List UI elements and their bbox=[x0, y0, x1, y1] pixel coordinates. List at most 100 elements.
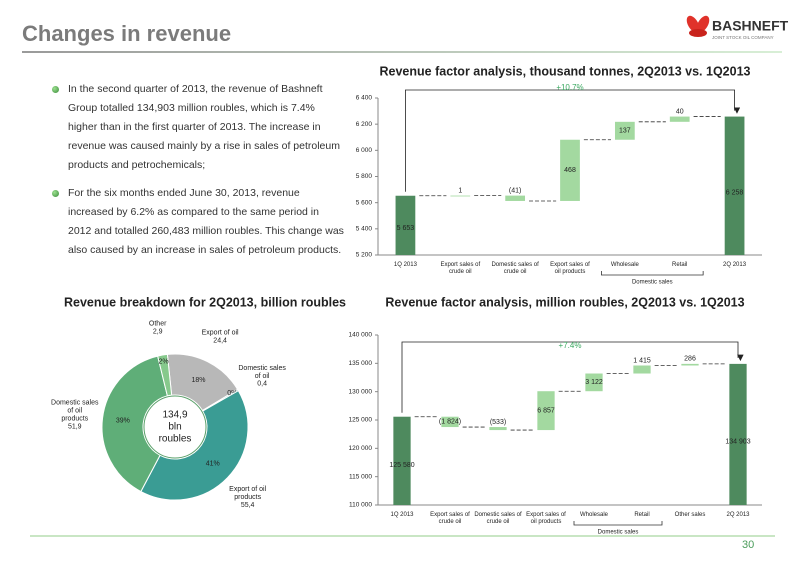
y-tick-label: 6 000 bbox=[356, 147, 373, 154]
group-label: Domestic sales bbox=[632, 280, 673, 286]
percent-label: 2% bbox=[159, 358, 169, 365]
value-label: 3 122 bbox=[585, 379, 603, 386]
total-bar bbox=[724, 116, 745, 255]
group-bracket bbox=[601, 271, 704, 276]
donut-slice bbox=[101, 355, 169, 493]
bullet-text: In the second quarter of 2013, the reven… bbox=[68, 83, 340, 171]
x-tick-label: Wholesale bbox=[611, 262, 640, 268]
percent-label: 39% bbox=[116, 417, 130, 424]
y-tick-label: 120 000 bbox=[349, 445, 373, 452]
page-number: 30 bbox=[742, 539, 754, 551]
value-label: 5 653 bbox=[397, 225, 415, 232]
y-tick-label: 5 200 bbox=[356, 252, 373, 259]
x-tick-label: 2Q 2013 bbox=[726, 512, 750, 518]
donut-slice bbox=[140, 389, 249, 501]
y-tick-label: 115 000 bbox=[349, 473, 372, 480]
slice-value: 24,4 bbox=[213, 337, 227, 344]
group-bracket bbox=[573, 521, 663, 526]
bullet-dot bbox=[52, 86, 59, 93]
delta-bar bbox=[681, 363, 699, 366]
logo-icon bbox=[686, 15, 710, 37]
growth-annotation: +7.4% bbox=[559, 341, 582, 350]
slice-value: 2,9 bbox=[153, 328, 163, 335]
value-label: 6 857 bbox=[537, 407, 555, 414]
delta-bar bbox=[489, 427, 507, 431]
top-rule bbox=[22, 51, 782, 53]
logo-subtext: JOINT STOCK OIL COMPANY bbox=[712, 35, 774, 40]
y-tick-label: 5 800 bbox=[356, 173, 373, 180]
y-tick-label: 6 400 bbox=[356, 95, 373, 102]
group-label: Domestic sales bbox=[598, 530, 639, 536]
delta-bar bbox=[633, 365, 651, 374]
center-label: 134,9 bbox=[162, 410, 187, 421]
delta-bar bbox=[441, 416, 459, 428]
value-label: 125 580 bbox=[389, 462, 414, 469]
x-tick-label: Domestic sales of crude oil bbox=[474, 512, 522, 525]
value-label: 134 903 bbox=[725, 438, 750, 445]
total-bar bbox=[393, 416, 411, 505]
x-tick-label: 1Q 2013 bbox=[394, 262, 418, 268]
slice-label: Other bbox=[149, 320, 167, 327]
x-tick-label: Retail bbox=[672, 262, 687, 268]
delta-bar bbox=[505, 195, 526, 201]
center-label: bln bbox=[168, 422, 181, 433]
delta-bar bbox=[537, 391, 555, 431]
bullet-text: For the six months ended June 30, 2013, … bbox=[68, 187, 344, 256]
slice-label: Export of oil products bbox=[229, 486, 266, 501]
donut-hole bbox=[143, 395, 207, 459]
chart-title: Revenue breakdown for 2Q2013, billion ro… bbox=[64, 295, 346, 309]
delta-bar bbox=[585, 373, 603, 392]
slice-label: Domestic sales of oil bbox=[238, 365, 286, 380]
value-label: 137 bbox=[619, 128, 631, 135]
y-tick-label: 130 000 bbox=[349, 388, 373, 395]
x-tick-label: Export sales of oil products bbox=[550, 262, 590, 275]
value-label: (1 824) bbox=[439, 419, 461, 426]
slice-label: Domestic sales of oil products bbox=[51, 399, 99, 422]
y-tick-label: 140 000 bbox=[349, 332, 373, 339]
delta-bar bbox=[560, 139, 580, 201]
bullet: For the six months ended June 30, 2013, … bbox=[52, 184, 344, 260]
y-tick-label: 5 400 bbox=[356, 226, 373, 233]
value-label: (533) bbox=[490, 419, 506, 426]
growth-arrow bbox=[401, 341, 744, 413]
value-label: 1 bbox=[458, 187, 462, 194]
total-bar bbox=[729, 363, 747, 505]
chart-title: Revenue factor analysis, million roubles… bbox=[385, 295, 744, 309]
x-tick-label: Other sales bbox=[675, 512, 706, 518]
growth-annotation: +10.7% bbox=[556, 83, 583, 92]
y-tick-label: 125 000 bbox=[349, 417, 373, 424]
x-tick-label: 1Q 2013 bbox=[390, 512, 414, 518]
bullet: In the second quarter of 2013, the reven… bbox=[52, 80, 344, 175]
bullet-dot bbox=[52, 190, 59, 197]
percent-label: 18% bbox=[191, 377, 205, 384]
percent-label: 41% bbox=[206, 460, 220, 467]
bottom-rule bbox=[30, 535, 775, 537]
y-tick-label: 110 000 bbox=[349, 502, 372, 509]
delta-bar bbox=[669, 116, 690, 122]
x-tick-label: Wholesale bbox=[580, 512, 609, 518]
total-bar bbox=[395, 195, 416, 255]
x-tick-label: 2Q 2013 bbox=[723, 262, 747, 268]
slice-value: 55,4 bbox=[241, 502, 255, 509]
delta-bar bbox=[614, 121, 635, 140]
value-label: (41) bbox=[509, 187, 521, 194]
slice-value: 51,9 bbox=[68, 423, 82, 430]
x-tick-label: Export sales of oil products bbox=[526, 512, 566, 525]
y-tick-label: 6 200 bbox=[356, 121, 373, 128]
x-tick-label: Retail bbox=[634, 512, 649, 518]
page-title: Changes in revenue bbox=[22, 21, 231, 46]
logo-text: BASHNEFT bbox=[712, 18, 789, 34]
center-label: roubles bbox=[159, 434, 192, 445]
value-label: 40 bbox=[676, 108, 684, 115]
slice-value: 0,4 bbox=[257, 381, 267, 388]
growth-arrow bbox=[405, 89, 741, 192]
y-tick-label: 135 000 bbox=[349, 360, 373, 367]
value-label: 468 bbox=[564, 167, 576, 174]
value-label: 1 415 bbox=[633, 357, 651, 364]
x-tick-label: Domestic sales of crude oil bbox=[491, 262, 539, 275]
chart-title: Revenue factor analysis, thousand tonnes… bbox=[380, 64, 751, 78]
y-tick-label: 5 600 bbox=[356, 199, 373, 206]
donut-slice bbox=[157, 353, 173, 397]
